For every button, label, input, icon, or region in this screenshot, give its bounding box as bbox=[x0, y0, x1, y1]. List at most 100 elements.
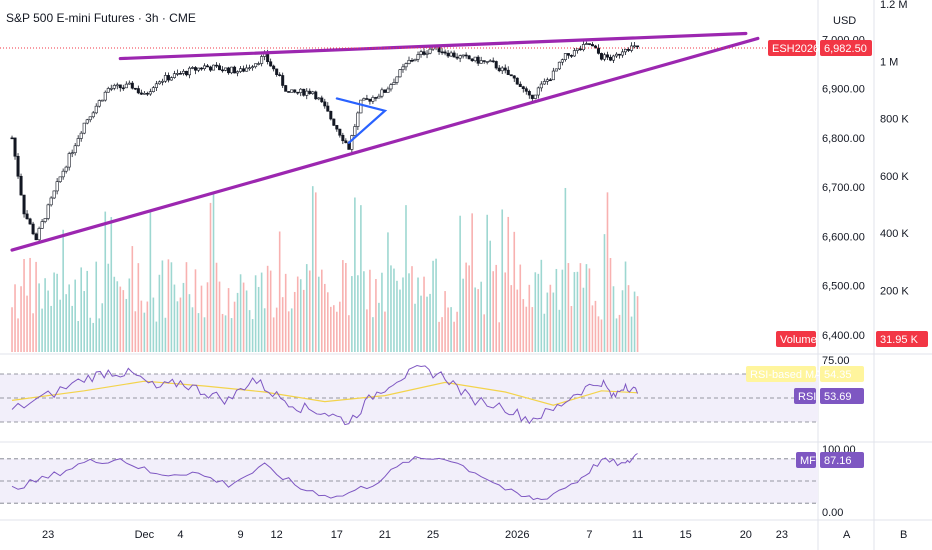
candle-body bbox=[203, 65, 207, 70]
candle-body bbox=[545, 79, 549, 82]
volume-bar bbox=[459, 215, 461, 352]
candle-body bbox=[91, 112, 95, 118]
candle-body bbox=[100, 99, 104, 102]
volume-bar bbox=[29, 257, 31, 352]
time-tick-label: 21 bbox=[379, 529, 391, 541]
candle-body bbox=[175, 73, 179, 75]
volume-bar bbox=[116, 281, 119, 352]
time-tick-label: 12 bbox=[271, 529, 283, 541]
volume-bar bbox=[414, 303, 416, 352]
volume-bar bbox=[333, 305, 335, 352]
candle-body bbox=[287, 91, 291, 93]
candle-body bbox=[464, 54, 468, 57]
trendline-upper[interactable] bbox=[118, 31, 748, 61]
volume-bar bbox=[444, 291, 446, 352]
candle-body bbox=[461, 54, 465, 57]
candle-body bbox=[377, 95, 381, 99]
candle-body bbox=[136, 88, 140, 94]
volume-bar bbox=[50, 305, 52, 352]
candle-body bbox=[61, 170, 65, 178]
candle-body bbox=[611, 55, 615, 61]
currency-label[interactable]: USD bbox=[833, 15, 856, 27]
volume-bar bbox=[624, 261, 627, 352]
volume-bar bbox=[284, 273, 287, 352]
volume-bar bbox=[543, 313, 546, 352]
candle-body bbox=[575, 48, 579, 51]
volume-bar bbox=[399, 289, 401, 352]
volume-bar bbox=[110, 217, 113, 352]
candle-body bbox=[284, 85, 288, 92]
volume-bar bbox=[200, 285, 203, 352]
volume-bar bbox=[23, 259, 25, 352]
time-tick-label: Dec bbox=[135, 529, 155, 541]
volume-bar bbox=[588, 268, 591, 352]
volume-bar bbox=[621, 290, 624, 352]
candle-body bbox=[145, 92, 149, 95]
candle-body bbox=[302, 88, 306, 96]
candle-body bbox=[383, 89, 387, 93]
candle-body bbox=[242, 68, 246, 72]
volume-bar bbox=[429, 293, 431, 352]
time-tick-label: 15 bbox=[680, 529, 692, 541]
trendline-pennant[interactable] bbox=[335, 97, 388, 144]
volume-bar bbox=[212, 191, 215, 352]
volume-value-tag-bg bbox=[876, 331, 928, 347]
time-tick-label: 17 bbox=[331, 529, 343, 541]
candle-body bbox=[596, 47, 600, 54]
volume-bar bbox=[570, 306, 573, 352]
rsi-axis-label: 75.00 bbox=[822, 355, 850, 367]
candle-body bbox=[563, 53, 567, 60]
rsi-value-tag-bg bbox=[820, 388, 864, 404]
candle-body bbox=[317, 97, 321, 100]
volume-bar bbox=[170, 262, 173, 352]
volume-bar bbox=[251, 319, 254, 352]
candle-body bbox=[160, 80, 164, 83]
rsi-value-tag: 53.69 bbox=[824, 391, 852, 403]
volume-bar bbox=[408, 273, 410, 352]
volume-bar bbox=[32, 313, 34, 352]
volume-bar bbox=[510, 285, 513, 352]
candle-body bbox=[407, 60, 411, 64]
mf-line bbox=[11, 453, 638, 501]
volume-bar bbox=[56, 273, 58, 352]
volume-bar bbox=[618, 314, 621, 352]
candle-body bbox=[52, 190, 56, 199]
volume-bar bbox=[35, 261, 37, 352]
candle-body bbox=[560, 59, 564, 63]
candle-body bbox=[326, 105, 330, 112]
volume-bar bbox=[519, 264, 522, 352]
volume-bar bbox=[438, 321, 440, 352]
volume-bar bbox=[257, 286, 260, 352]
auto-scale-button[interactable]: A bbox=[843, 529, 851, 541]
volume-bar bbox=[137, 263, 140, 352]
volume-bar bbox=[101, 303, 104, 352]
volume-bar bbox=[576, 271, 579, 352]
candle-body bbox=[272, 65, 276, 70]
candle-body bbox=[293, 89, 297, 93]
volume-bar bbox=[567, 263, 570, 352]
candle-body bbox=[266, 53, 270, 63]
trendline-lower[interactable] bbox=[10, 36, 760, 252]
volume-bar bbox=[504, 272, 507, 352]
volume-bar bbox=[206, 282, 209, 352]
volume-bar bbox=[68, 284, 70, 352]
volume-bar bbox=[143, 312, 146, 352]
log-scale-button[interactable]: B bbox=[900, 529, 907, 541]
volume-bar bbox=[14, 284, 16, 352]
volume-bar bbox=[197, 313, 200, 352]
time-tick-label: 7 bbox=[586, 529, 592, 541]
mf-value-tag: 87.16 bbox=[824, 455, 852, 467]
candle-body bbox=[305, 90, 309, 96]
candle-body bbox=[40, 221, 44, 229]
candle-body bbox=[599, 53, 603, 60]
volume-bar bbox=[185, 262, 188, 352]
candle-body bbox=[518, 83, 522, 87]
volume-bar bbox=[71, 305, 73, 352]
volume-bar bbox=[152, 297, 155, 352]
candle-body bbox=[404, 63, 408, 68]
candle-body bbox=[320, 97, 324, 103]
time-tick-label: 4 bbox=[177, 529, 183, 541]
volume-bar bbox=[594, 300, 597, 352]
candle-body bbox=[130, 82, 134, 89]
